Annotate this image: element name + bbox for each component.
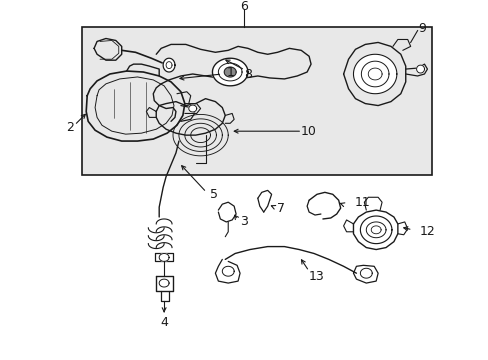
- Bar: [82, 27, 431, 175]
- Polygon shape: [353, 54, 396, 94]
- Polygon shape: [367, 68, 381, 80]
- Polygon shape: [218, 63, 242, 81]
- Polygon shape: [360, 216, 391, 244]
- Polygon shape: [188, 105, 196, 112]
- Polygon shape: [360, 268, 371, 278]
- Text: 7: 7: [277, 202, 285, 215]
- Text: 12: 12: [419, 225, 434, 238]
- Polygon shape: [159, 253, 169, 261]
- Text: 5: 5: [210, 188, 218, 201]
- Polygon shape: [163, 58, 175, 72]
- Polygon shape: [159, 279, 169, 287]
- Text: 1: 1: [226, 66, 234, 78]
- Text: 13: 13: [308, 270, 324, 283]
- Text: 9: 9: [418, 22, 426, 35]
- Text: 3: 3: [240, 215, 247, 229]
- Text: 8: 8: [244, 68, 251, 81]
- Polygon shape: [370, 226, 380, 234]
- Polygon shape: [366, 222, 385, 238]
- Text: 4: 4: [160, 316, 168, 329]
- Text: 10: 10: [301, 125, 316, 138]
- Polygon shape: [416, 65, 424, 73]
- Polygon shape: [166, 62, 172, 68]
- Text: 6: 6: [240, 0, 247, 13]
- Polygon shape: [212, 58, 247, 86]
- Text: 2: 2: [66, 121, 74, 134]
- Polygon shape: [224, 67, 236, 77]
- Text: 11: 11: [354, 196, 369, 209]
- Polygon shape: [222, 266, 234, 276]
- Polygon shape: [361, 61, 388, 87]
